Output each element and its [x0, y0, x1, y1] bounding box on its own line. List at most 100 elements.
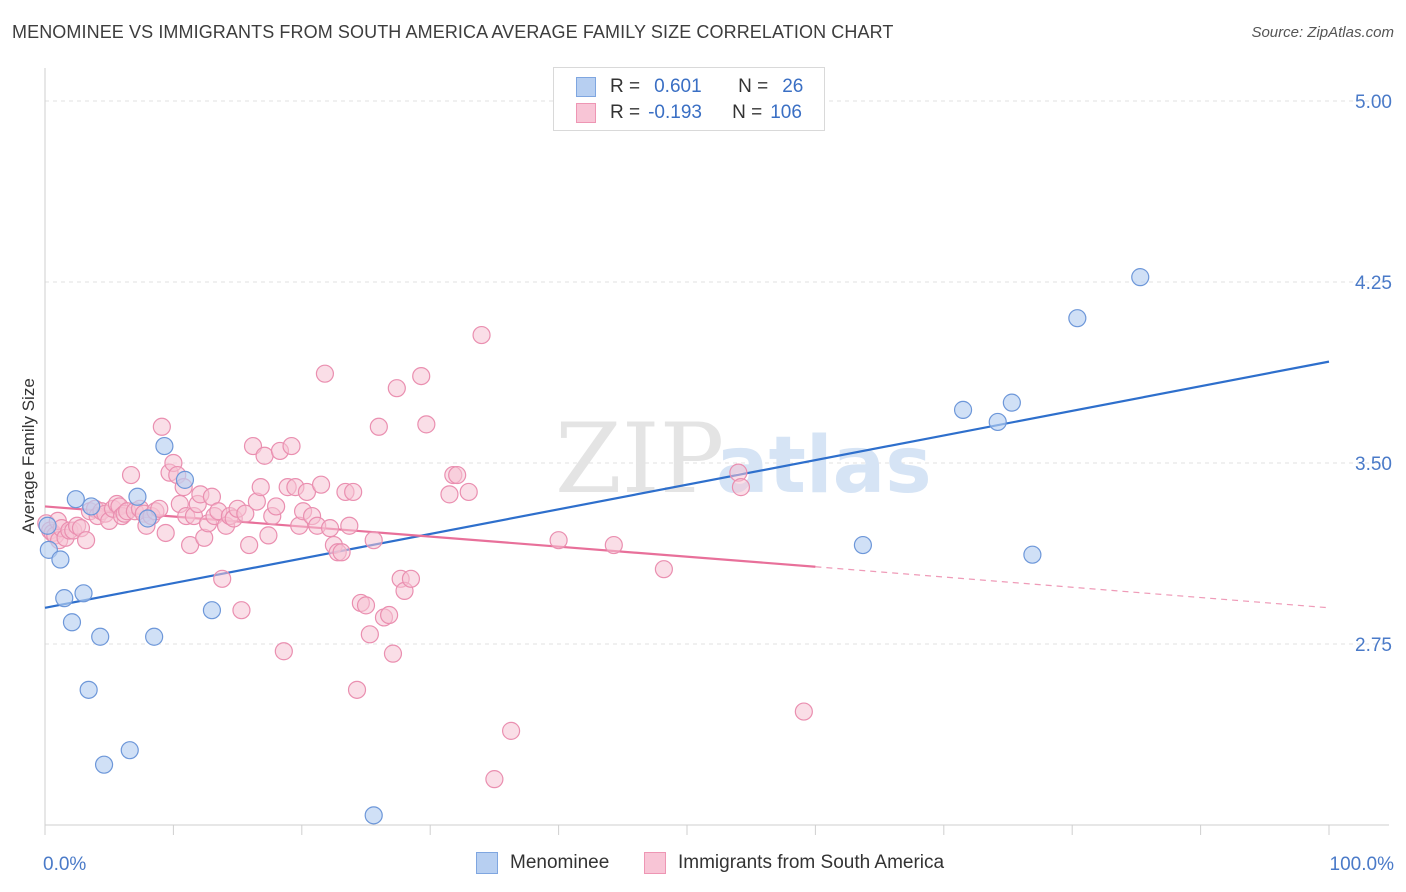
legend-r-value: 0.601: [654, 76, 702, 97]
menominee-point: [138, 509, 157, 528]
immigrants-point: [340, 516, 359, 535]
trend-lines: [44, 360, 1330, 609]
immigrants-point: [267, 497, 286, 516]
grid-lines: [45, 100, 1389, 645]
legend-r-value: -0.193: [648, 102, 702, 123]
legend-n-label: N =: [732, 102, 763, 123]
immigrants-point: [794, 702, 813, 721]
immigrants-point: [259, 526, 278, 545]
source-label: Source: ZipAtlas.com: [1251, 24, 1394, 41]
immigrants-point: [213, 569, 232, 588]
menominee-point: [1131, 268, 1150, 287]
menominee-point: [82, 497, 101, 516]
menominee-point: [120, 741, 139, 760]
menominee-point: [1002, 393, 1021, 412]
menominee-point: [1068, 309, 1087, 328]
y-tick-label: 2.75: [1355, 635, 1392, 656]
immigrants-point: [549, 531, 568, 550]
y-tick-label: 3.50: [1355, 454, 1392, 475]
x-tick-label-max: 100.0%: [1330, 854, 1395, 875]
series-swatch-pink: [644, 852, 666, 874]
immigrants-point: [320, 519, 340, 538]
immigrants-point: [315, 364, 335, 383]
immigrants-point: [332, 543, 351, 562]
menominee-point: [128, 487, 147, 506]
immigrants-point: [344, 482, 363, 502]
immigrants-point: [369, 417, 388, 436]
menominee-trend-line: [44, 360, 1330, 609]
immigrants-trend-extension: [815, 566, 1330, 609]
immigrants-point: [297, 482, 317, 502]
series-legend-label: Immigrants from South America: [678, 852, 945, 873]
immigrants-point: [412, 366, 431, 386]
menominee-point: [51, 550, 70, 569]
menominee-points: [38, 268, 1150, 825]
legend-n-value: 26: [782, 76, 804, 97]
immigrants-point: [282, 436, 301, 456]
zipatlas-watermark: ZIP atlas: [555, 403, 932, 515]
menominee-point: [94, 755, 114, 774]
immigrants-point: [76, 531, 96, 550]
menominee-point: [66, 490, 85, 509]
menominee-point: [364, 806, 383, 825]
menominee-point: [853, 535, 873, 555]
legend-r-label: R =: [610, 76, 641, 97]
immigrants-point: [417, 415, 436, 434]
series-legend: Menominee Immigrants from South America: [0, 852, 1406, 876]
immigrants-point: [251, 478, 270, 497]
legend-row-immigrants: R = -0.193 N = 106: [576, 101, 802, 125]
immigrants-point: [232, 601, 251, 620]
correlation-legend: R = 0.601 N = 26 R = -0.193 N = 106: [553, 67, 825, 131]
immigrants-trend-line: [44, 505, 816, 568]
y-axis-label: Average Family Size: [19, 378, 38, 534]
immigrants-point: [255, 446, 274, 465]
watermark-zip-text: ZIP: [555, 403, 724, 515]
immigrants-point: [364, 531, 383, 550]
immigrants-point: [459, 482, 478, 502]
immigrants-point: [387, 379, 406, 398]
menominee-point: [953, 400, 973, 419]
immigrants-point: [472, 325, 491, 345]
immigrants-point: [501, 721, 521, 740]
immigrants-point: [654, 560, 673, 579]
immigrants-point: [152, 417, 171, 436]
series-legend-label: Menominee: [510, 852, 610, 873]
series-swatch-blue: [476, 852, 498, 874]
immigrants-point: [180, 535, 200, 555]
chart-title: MENOMINEE VS IMMIGRANTS FROM SOUTH AMERI…: [12, 22, 894, 42]
x-tick-label-min: 0.0%: [43, 854, 86, 875]
menominee-point: [175, 470, 195, 489]
menominee-point: [91, 627, 110, 646]
immigrants-points: [37, 325, 813, 789]
menominee-point: [988, 412, 1007, 432]
immigrants-point: [274, 642, 293, 661]
tick-labels: 2.75 3.50 4.25 5.00 0.0% 100.0%: [43, 92, 1394, 875]
immigrants-point: [240, 535, 259, 555]
series-legend-immigrants: Immigrants from South America: [644, 852, 944, 874]
immigrants-point: [121, 465, 141, 485]
immigrants-point: [485, 770, 504, 789]
legend-swatch-pink: [576, 103, 596, 123]
y-tick-label: 5.00: [1355, 92, 1392, 113]
legend-n-label: N =: [738, 76, 769, 97]
menominee-point: [55, 589, 74, 608]
immigrants-point: [731, 478, 751, 497]
legend-r-label: R =: [610, 102, 641, 123]
menominee-point: [145, 627, 164, 646]
immigrants-point: [360, 625, 379, 644]
y-tick-label: 4.25: [1355, 273, 1392, 294]
immigrants-point: [604, 535, 623, 555]
immigrants-point: [356, 596, 376, 615]
legend-n-value: 106: [770, 102, 802, 123]
legend-swatch-blue: [576, 77, 596, 97]
watermark-atlas-text: atlas: [716, 421, 932, 511]
menominee-point: [74, 584, 93, 603]
axes: [44, 68, 1389, 835]
immigrants-point: [401, 569, 421, 588]
immigrants-point: [311, 475, 331, 494]
immigrants-point: [236, 504, 255, 523]
immigrants-point: [380, 605, 399, 625]
immigrants-point: [440, 485, 459, 504]
legend-row-menominee: R = 0.601 N = 26: [576, 75, 803, 99]
